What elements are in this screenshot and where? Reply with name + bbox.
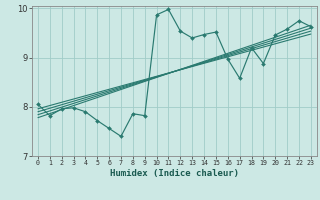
X-axis label: Humidex (Indice chaleur): Humidex (Indice chaleur)	[110, 169, 239, 178]
